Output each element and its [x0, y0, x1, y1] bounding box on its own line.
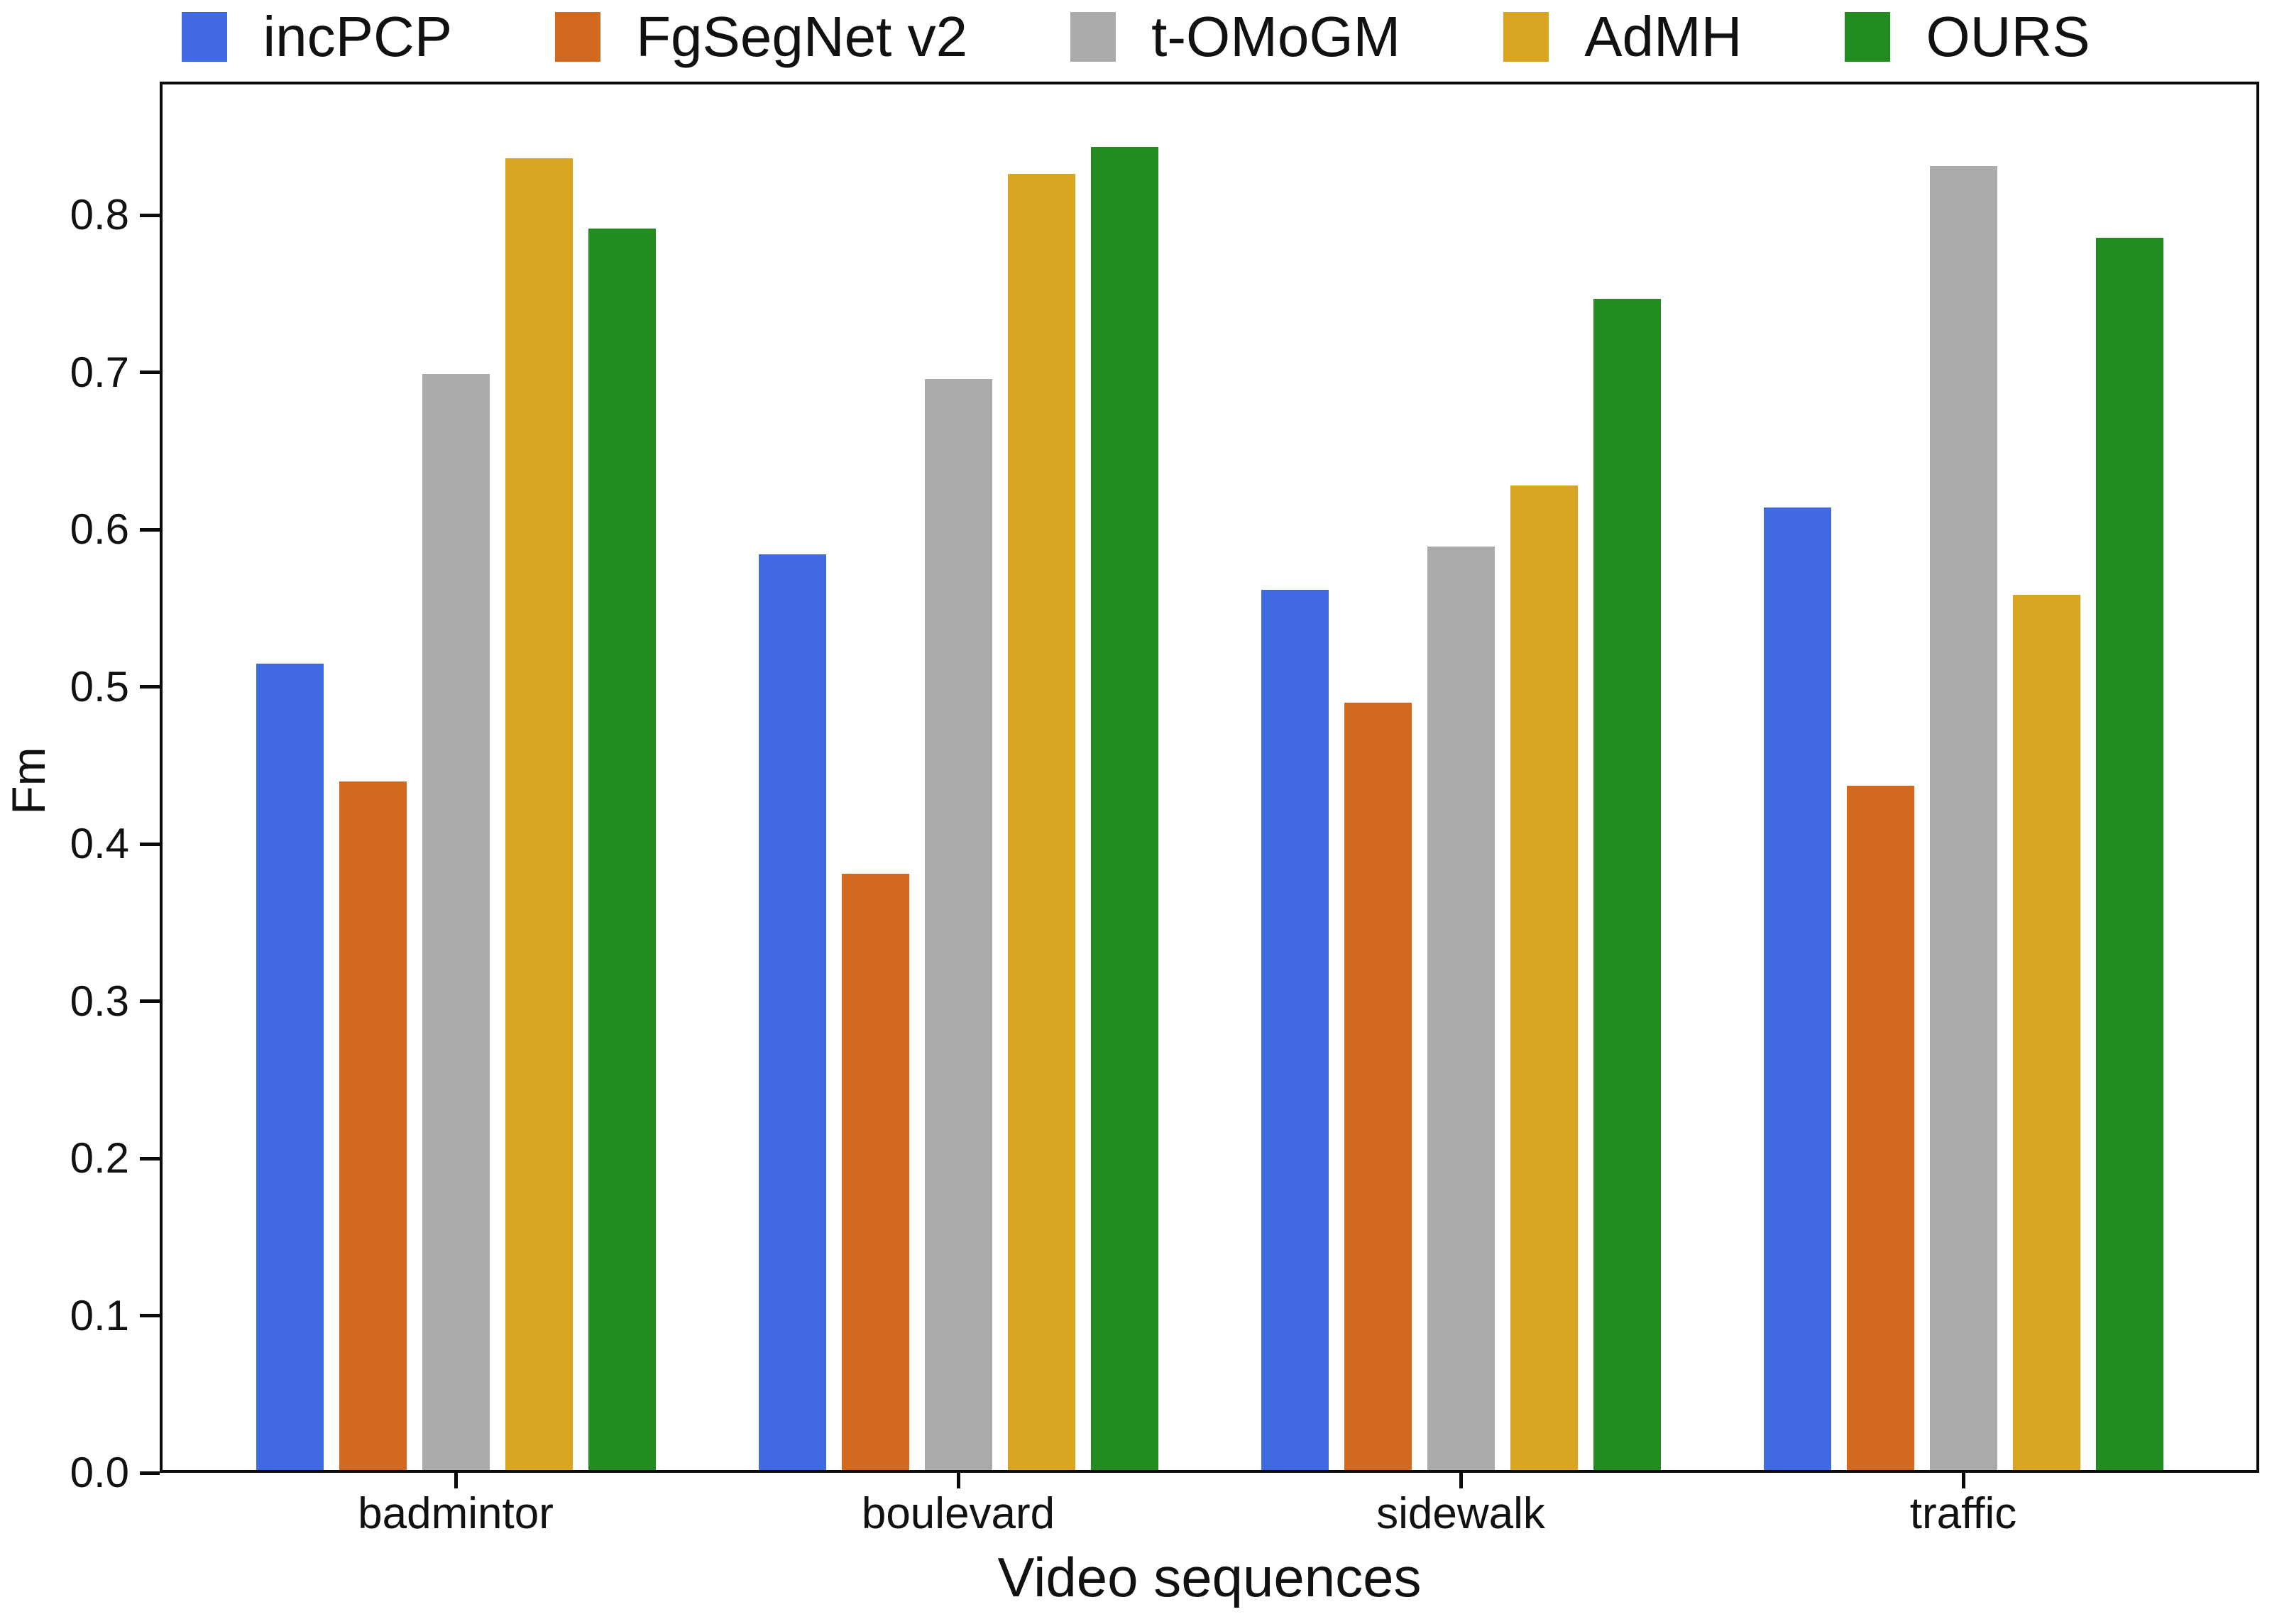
x-tick-mark	[956, 1473, 960, 1488]
bar-badmintor-ours	[588, 228, 656, 1470]
x-category-label-boulevard: boulevard	[861, 1489, 1055, 1538]
bar-boulevard-incpcp	[758, 554, 826, 1470]
legend-label: incPCP	[263, 5, 453, 68]
legend-item-1: FgSegNet v2	[555, 9, 967, 65]
bar-badmintor-incpcp	[256, 664, 324, 1470]
y-tick-label: 0.7	[70, 348, 129, 396]
y-tick-mark	[140, 1156, 160, 1161]
bar-traffic-ours	[2095, 238, 2163, 1470]
legend-label: FgSegNet v2	[636, 5, 968, 68]
bar-badmintor-admh	[505, 158, 573, 1470]
x-category-label-traffic: traffic	[1909, 1489, 2017, 1538]
legend-swatch-icon	[555, 12, 601, 62]
legend-swatch-icon	[182, 12, 228, 62]
y-tick-label: 0.3	[70, 977, 129, 1025]
y-tick-label: 0.2	[70, 1134, 129, 1183]
y-tick-label: 0.5	[70, 662, 129, 710]
y-tick-label: 0.8	[70, 191, 129, 239]
legend-swatch-icon	[1070, 12, 1116, 62]
bar-traffic-incpcp	[1763, 507, 1831, 1470]
bar-badmintor-t-omogm	[422, 374, 490, 1470]
legend-swatch-icon	[1503, 12, 1549, 62]
y-tick-mark	[140, 842, 160, 846]
bar-boulevard-ours	[1090, 147, 1158, 1470]
y-tick-mark	[140, 1314, 160, 1318]
bar-boulevard-fgsegnet-v2	[841, 873, 909, 1470]
legend-label: t-OMoGM	[1151, 5, 1401, 68]
x-category-label-sidewalk: sidewalk	[1376, 1489, 1545, 1538]
y-tick-label: 0.1	[70, 1291, 129, 1339]
legend-item-2: t-OMoGM	[1070, 9, 1400, 65]
legend-label: OURS	[1926, 5, 2090, 68]
y-tick-mark	[140, 685, 160, 689]
bar-traffic-fgsegnet-v2	[1846, 786, 1914, 1470]
legend-label: AdMH	[1584, 5, 1743, 68]
y-tick-mark	[140, 527, 160, 532]
y-tick-label: 0.6	[70, 505, 129, 554]
y-tick-label: 0.0	[70, 1449, 129, 1496]
bar-traffic-t-omogm	[1929, 165, 1997, 1470]
bar-sidewalk-admh	[1510, 485, 1578, 1470]
y-tick-mark	[140, 999, 160, 1004]
bar-boulevard-admh	[1007, 173, 1075, 1470]
bar-sidewalk-fgsegnet-v2	[1344, 703, 1412, 1470]
x-tick-mark	[1961, 1473, 1965, 1488]
x-axis-label: Video sequences	[997, 1546, 1422, 1608]
bar-boulevard-t-omogm	[924, 378, 992, 1470]
legend: incPCP FgSegNet v2 t-OMoGM AdMH OURS	[0, 9, 2272, 65]
legend-item-0: incPCP	[182, 9, 452, 65]
x-tick-mark	[1459, 1473, 1463, 1488]
y-tick-mark	[140, 213, 160, 217]
y-tick-mark	[140, 1471, 160, 1475]
x-category-label-badmintor: badmintor	[358, 1489, 554, 1538]
bar-sidewalk-ours	[1593, 299, 1661, 1470]
y-tick-mark	[140, 371, 160, 375]
legend-swatch-icon	[1845, 12, 1891, 62]
bar-traffic-admh	[2012, 595, 2080, 1470]
x-tick-mark	[454, 1473, 458, 1488]
legend-item-3: AdMH	[1503, 9, 1742, 65]
bar-sidewalk-incpcp	[1261, 590, 1329, 1470]
y-tick-label: 0.4	[70, 820, 129, 868]
bar-sidewalk-t-omogm	[1427, 546, 1495, 1470]
y-axis-label: Fm	[2, 747, 55, 815]
legend-item-4: OURS	[1845, 9, 2090, 65]
bar-badmintor-fgsegnet-v2	[339, 781, 407, 1470]
